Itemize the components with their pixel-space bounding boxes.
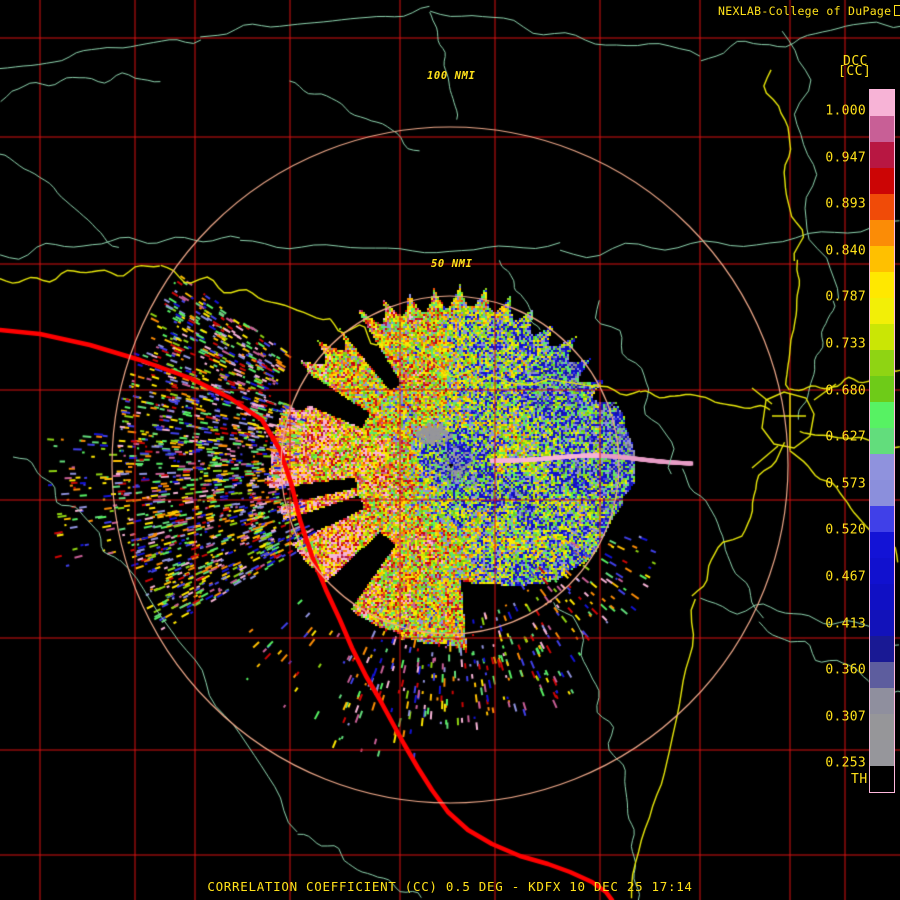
color-scale-segment — [870, 272, 894, 298]
color-scale-segment — [870, 584, 894, 610]
color-scale-segment — [870, 402, 894, 428]
color-scale-ticks: 1.000 0.947 0.893 0.840 0.787 0.733 0.680 0.627… — [820, 89, 866, 793]
color-scale-segment — [870, 116, 894, 142]
color-scale-tick-label: 0.573 — [825, 476, 866, 492]
color-scale-tick-label: 0.307 — [825, 709, 866, 725]
color-scale-tick-label: 0.947 — [825, 150, 866, 166]
color-scale-segment — [870, 636, 894, 662]
color-scale-segment — [870, 506, 894, 532]
color-scale-segment — [870, 610, 894, 636]
color-scale-tick-label: 0.840 — [825, 243, 866, 259]
color-scale-segment — [870, 168, 894, 194]
color-scale-tick-label: 0.627 — [825, 429, 866, 445]
color-scale-segment — [870, 90, 894, 116]
color-scale-segment — [870, 298, 894, 324]
color-scale-tick-label: 1.000 — [825, 103, 866, 119]
color-scale-segment — [870, 766, 894, 792]
color-scale-tick-label: 0.253 — [825, 755, 866, 771]
color-scale-segment — [870, 662, 894, 688]
color-scale-segment — [870, 558, 894, 584]
color-scale-segment — [870, 428, 894, 454]
color-scale-segment — [870, 324, 894, 350]
color-scale-segment — [870, 350, 894, 376]
color-scale-segment — [870, 376, 894, 402]
color-scale-segment — [870, 740, 894, 766]
color-scale-tick-label: 0.680 — [825, 383, 866, 399]
color-scale-tick-label: 0.520 — [825, 522, 866, 538]
color-scale-segment — [870, 142, 894, 168]
color-scale-tick-label: 0.733 — [825, 336, 866, 352]
color-scale-segment — [870, 714, 894, 740]
color-scale-tick-label: 0.893 — [825, 196, 866, 212]
color-scale-bar[interactable] — [869, 89, 895, 793]
color-scale-tick-label: 0.467 — [825, 569, 866, 585]
color-scale-tick-label: 0.413 — [825, 616, 866, 632]
color-scale-segment — [870, 194, 894, 220]
color-scale-tick-label: 0.787 — [825, 289, 866, 305]
color-scale-segment — [870, 246, 894, 272]
color-scale-tick-label: 0.360 — [825, 662, 866, 678]
color-scale-segment — [870, 688, 894, 714]
color-scale-segment — [870, 532, 894, 558]
color-scale-segment — [870, 454, 894, 480]
color-scale-segment — [870, 480, 894, 506]
color-scale-segment — [870, 220, 894, 246]
